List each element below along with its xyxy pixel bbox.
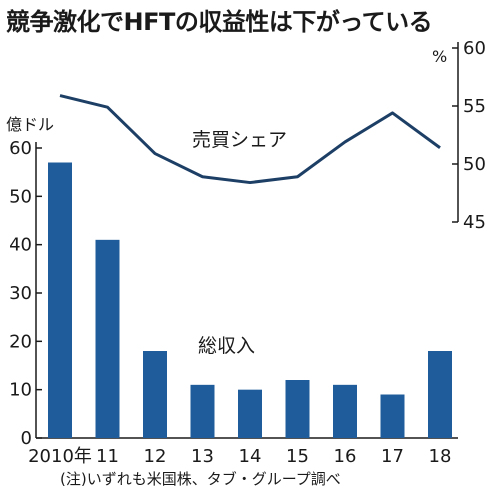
bar [380, 394, 405, 438]
right-tick-label: 50 [463, 154, 486, 175]
x-tick-label: 13 [191, 446, 214, 467]
bar [95, 239, 120, 438]
x-tick-label: 14 [239, 446, 262, 467]
bar-series-label: 総収入 [198, 335, 255, 357]
bar [238, 389, 262, 438]
bar [190, 384, 215, 438]
x-axis-labels: 2010年 11 12 13 14 15 16 17 18 [28, 446, 451, 467]
x-tick-label: 16 [334, 446, 357, 467]
right-axis-unit: % [432, 47, 447, 66]
x-tick-label: 15 [286, 446, 309, 467]
chart-title: 競争激化でHFTの収益性は下がっている [6, 8, 433, 36]
line-series-label: 売買シェア [192, 129, 287, 151]
bar [48, 162, 72, 438]
right-tick-label: 60 [463, 38, 486, 59]
share-line [59, 94, 441, 185]
left-tick-label: 0 [21, 428, 32, 449]
x-tick-label: 12 [144, 446, 167, 467]
bar [285, 380, 310, 438]
left-tick-label: 30 [9, 283, 32, 304]
left-axis-unit: 億ドル [6, 115, 54, 134]
left-tick-label: 40 [9, 235, 32, 256]
left-tick-label: 20 [9, 331, 32, 352]
left-tick-label: 50 [9, 186, 32, 207]
right-tick-label: 45 [463, 212, 486, 233]
source-note: (注)いずれも米国株、タブ・グループ調べ [60, 470, 341, 488]
left-tick-label: 10 [9, 380, 32, 401]
bar [143, 351, 167, 438]
right-tick-label: 55 [463, 96, 486, 117]
bar-series [48, 162, 452, 438]
x-tick-label: 17 [381, 446, 404, 467]
right-axis: 45 50 55 60 [452, 38, 486, 233]
bar [428, 351, 452, 438]
bar [333, 384, 357, 438]
left-tick-label: 60 [9, 138, 32, 159]
x-tick-label: 18 [429, 446, 452, 467]
x-tick-label: 2010年 [28, 446, 92, 467]
x-tick-label: 11 [96, 446, 119, 467]
